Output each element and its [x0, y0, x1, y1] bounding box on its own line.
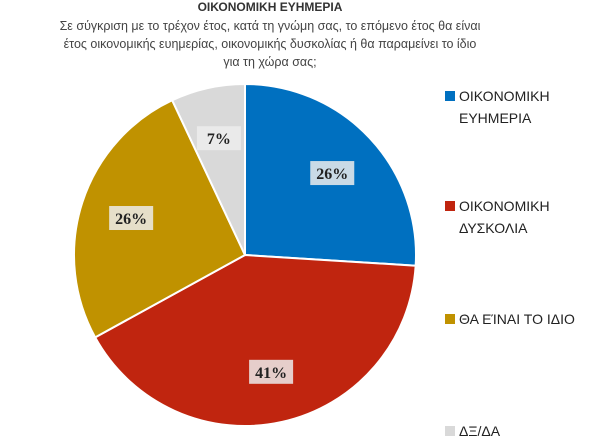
legend-label: ΘΑ ΕΊΝΑΙ ΤΟ ΙΔΙΟ	[459, 311, 575, 327]
data-label: 26%	[115, 211, 147, 228]
data-label: 26%	[316, 166, 348, 183]
legend-item: ΘΑ ΕΊΝΑΙ ΤΟ ΙΔΙΟ	[445, 308, 575, 330]
chart-subtitle: Σε σύγκριση με το τρέχον έτος, κατά τη γ…	[59, 19, 481, 69]
data-label-box	[249, 359, 294, 384]
legend-label: ΔΞ/ΔΑ	[459, 423, 501, 439]
data-label-box	[310, 161, 355, 186]
legend-swatch	[445, 201, 455, 211]
data-label-box	[196, 126, 241, 151]
data-label-box	[109, 206, 154, 231]
legend-swatch	[445, 426, 455, 436]
legend-item: ΟΙΚΟΝΟΜΙΚΗ ΕΥΗΜΕΡΙΑ	[445, 85, 575, 129]
legend-item: ΔΞ/ΔΑ	[445, 420, 575, 439]
legend-label: ΟΙΚΟΝΟΜΙΚΗ ΕΥΗΜΕΡΙΑ	[459, 88, 550, 126]
pie-slice	[93, 253, 417, 428]
chart-title: ΟΙΚΟΝΟΜΙΚΗ ΕΥΗΜΕΡΙΑ	[197, 0, 343, 14]
legend-swatch	[445, 91, 455, 101]
data-label: 41%	[255, 365, 287, 382]
legend-swatch	[445, 314, 455, 324]
legend-label: ΟΙΚΟΝΟΜΙΚΗ ΔΥΣΚΟΛΙΑ	[459, 198, 550, 236]
pie-slice	[73, 98, 247, 339]
legend-item: ΟΙΚΟΝΟΜΙΚΗ ΔΥΣΚΟΛΙΑ	[445, 195, 575, 239]
data-label: 7%	[207, 131, 231, 148]
